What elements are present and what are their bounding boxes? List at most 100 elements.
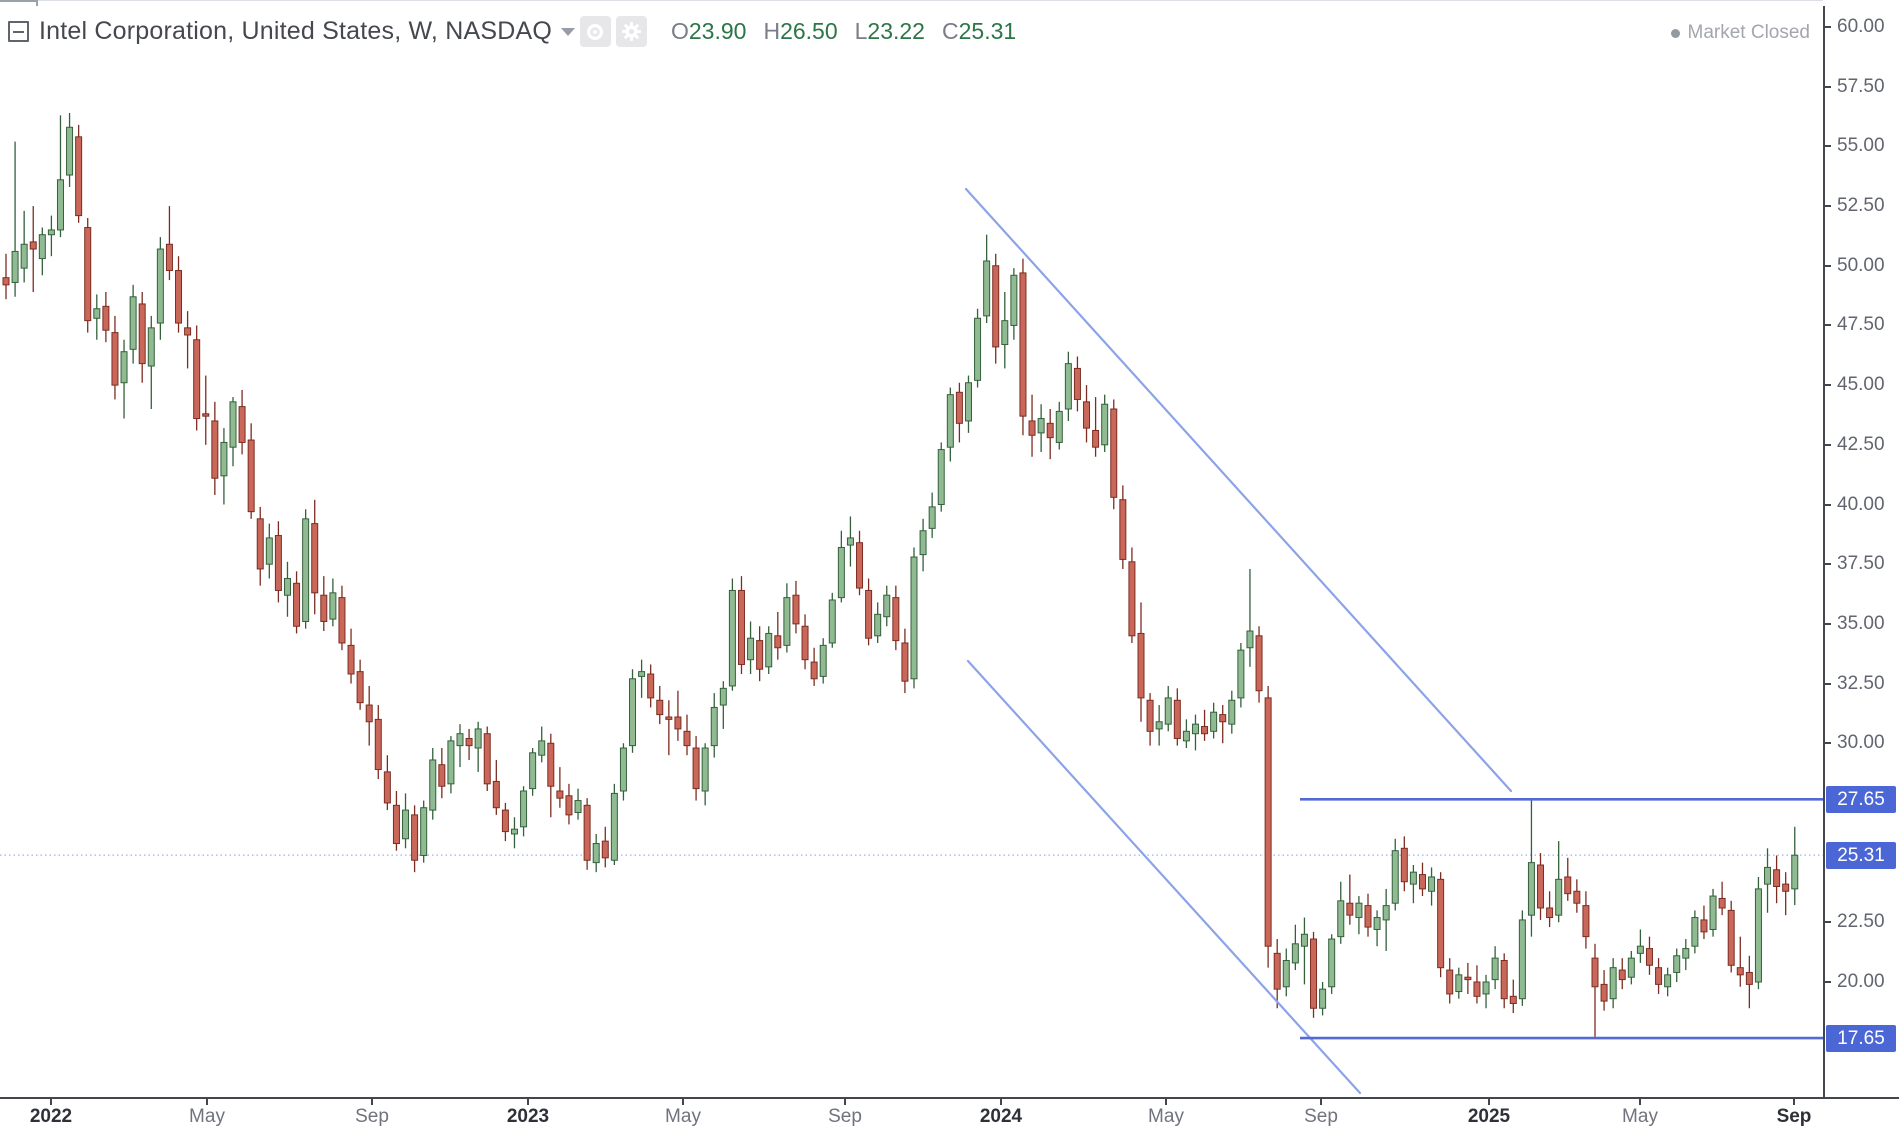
candle-body — [274, 535, 282, 591]
candle-body — [529, 752, 537, 790]
candle-body — [1137, 632, 1145, 699]
candle-body — [193, 339, 201, 420]
candle-body — [883, 594, 891, 618]
candle-body — [438, 764, 446, 787]
toolbar-edge — [0, 0, 37, 2]
settings-button[interactable] — [615, 16, 647, 47]
candle-body — [792, 594, 800, 625]
candle-body — [656, 699, 664, 716]
candle-body — [111, 332, 119, 386]
candle-body — [1300, 933, 1308, 947]
candle-body — [1264, 697, 1272, 947]
candle-body — [1409, 871, 1417, 885]
candle-body — [211, 420, 219, 479]
time-tick-label: Sep — [1776, 1106, 1812, 1127]
candle-body — [1073, 367, 1081, 400]
price-tick-label: 52.50 — [1837, 195, 1885, 217]
price-tick-label: 40.00 — [1837, 493, 1885, 515]
price-chart-pane[interactable] — [0, 0, 1823, 1097]
candle-body — [1319, 988, 1327, 1009]
candle-body — [66, 126, 74, 176]
candle-body — [1001, 320, 1009, 346]
candle-body — [1773, 869, 1781, 887]
candle-body — [1500, 960, 1508, 1000]
candle-body — [75, 136, 83, 217]
ohlc-close: C25.31 — [941, 18, 1017, 44]
price-tick-label: 32.50 — [1837, 672, 1885, 694]
candle-body — [1700, 919, 1708, 933]
time-tick — [1639, 1099, 1641, 1105]
gear-icon — [621, 22, 641, 41]
candle-body — [229, 401, 237, 448]
candle-body — [402, 809, 410, 840]
candle-body — [1655, 967, 1663, 985]
candle-body — [1310, 938, 1318, 1009]
candle-body — [638, 671, 646, 677]
candle-body — [510, 828, 518, 835]
candle-body — [747, 637, 755, 661]
candle-body — [874, 613, 882, 637]
candle-body — [392, 804, 400, 845]
visibility-button[interactable] — [579, 16, 611, 47]
candle-body — [175, 270, 183, 324]
candle-body — [856, 542, 864, 589]
candle-body — [429, 759, 437, 811]
candle-body — [138, 303, 146, 365]
price-level-label-support: 17.65 — [1826, 1024, 1896, 1052]
candle-body — [1237, 649, 1245, 699]
symbol-title[interactable]: Intel Corporation, United States, W, NAS… — [39, 17, 552, 45]
candlestick-chart[interactable] — [0, 0, 1823, 1097]
candle-body — [1537, 864, 1545, 909]
candle-body — [1600, 983, 1608, 1002]
time-axis[interactable]: 2022 May Sep 2023 May Sep 2024 May Sep 2025 May Sep — [0, 1097, 1899, 1132]
chevron-down-icon[interactable] — [560, 27, 575, 36]
time-tick — [682, 1099, 684, 1105]
candle-body — [1083, 401, 1091, 429]
price-tick-label: 30.00 — [1837, 732, 1885, 754]
candle-body — [683, 730, 691, 747]
time-tick — [1793, 1099, 1795, 1105]
candle-body — [420, 807, 428, 856]
candle-body — [465, 737, 473, 747]
candle-body — [283, 578, 291, 596]
candle-body — [728, 589, 736, 687]
candle-body — [411, 814, 419, 861]
candle-body — [147, 327, 155, 367]
trendline[interactable] — [966, 659, 1362, 1095]
candle-body — [955, 391, 963, 424]
legend-collapse-icon[interactable] — [8, 21, 29, 42]
price-tick-label: 35.00 — [1837, 612, 1885, 634]
candle-body — [1591, 957, 1599, 988]
candle-body — [1355, 902, 1363, 919]
candle-body — [619, 747, 627, 792]
candle-body — [710, 706, 718, 747]
candle-body — [1201, 726, 1209, 735]
candle-body — [1437, 878, 1445, 969]
candle-body — [1101, 403, 1109, 446]
candle-body — [583, 804, 591, 861]
legend: Intel Corporation, United States, W, NAS… — [8, 16, 1033, 47]
candle-body — [1046, 422, 1054, 439]
candle-body — [1609, 967, 1617, 1000]
price-tick — [1823, 384, 1831, 387]
candle-body — [202, 413, 210, 417]
candle-body — [647, 673, 655, 699]
price-tick — [1823, 205, 1831, 208]
candle-body — [456, 733, 464, 747]
price-tick — [1823, 682, 1831, 685]
candle-body — [1573, 890, 1581, 904]
candle-body — [338, 597, 346, 644]
price-axis[interactable]: 60.00 57.50 55.00 52.50 50.00 47.50 45.00 42.50… — [1823, 0, 1899, 1097]
candle-body — [302, 518, 310, 622]
time-tick — [1488, 1099, 1490, 1105]
price-tick-label: 60.00 — [1837, 16, 1885, 37]
candle-body — [765, 632, 773, 668]
candle-body — [56, 179, 64, 231]
candle-body — [1219, 714, 1227, 723]
time-tick-label: May — [1622, 1106, 1658, 1127]
candle-body — [320, 594, 328, 622]
candle-body — [974, 317, 982, 381]
trendline[interactable] — [964, 187, 1513, 793]
candle-body — [983, 260, 991, 317]
candle-body — [1346, 902, 1354, 916]
